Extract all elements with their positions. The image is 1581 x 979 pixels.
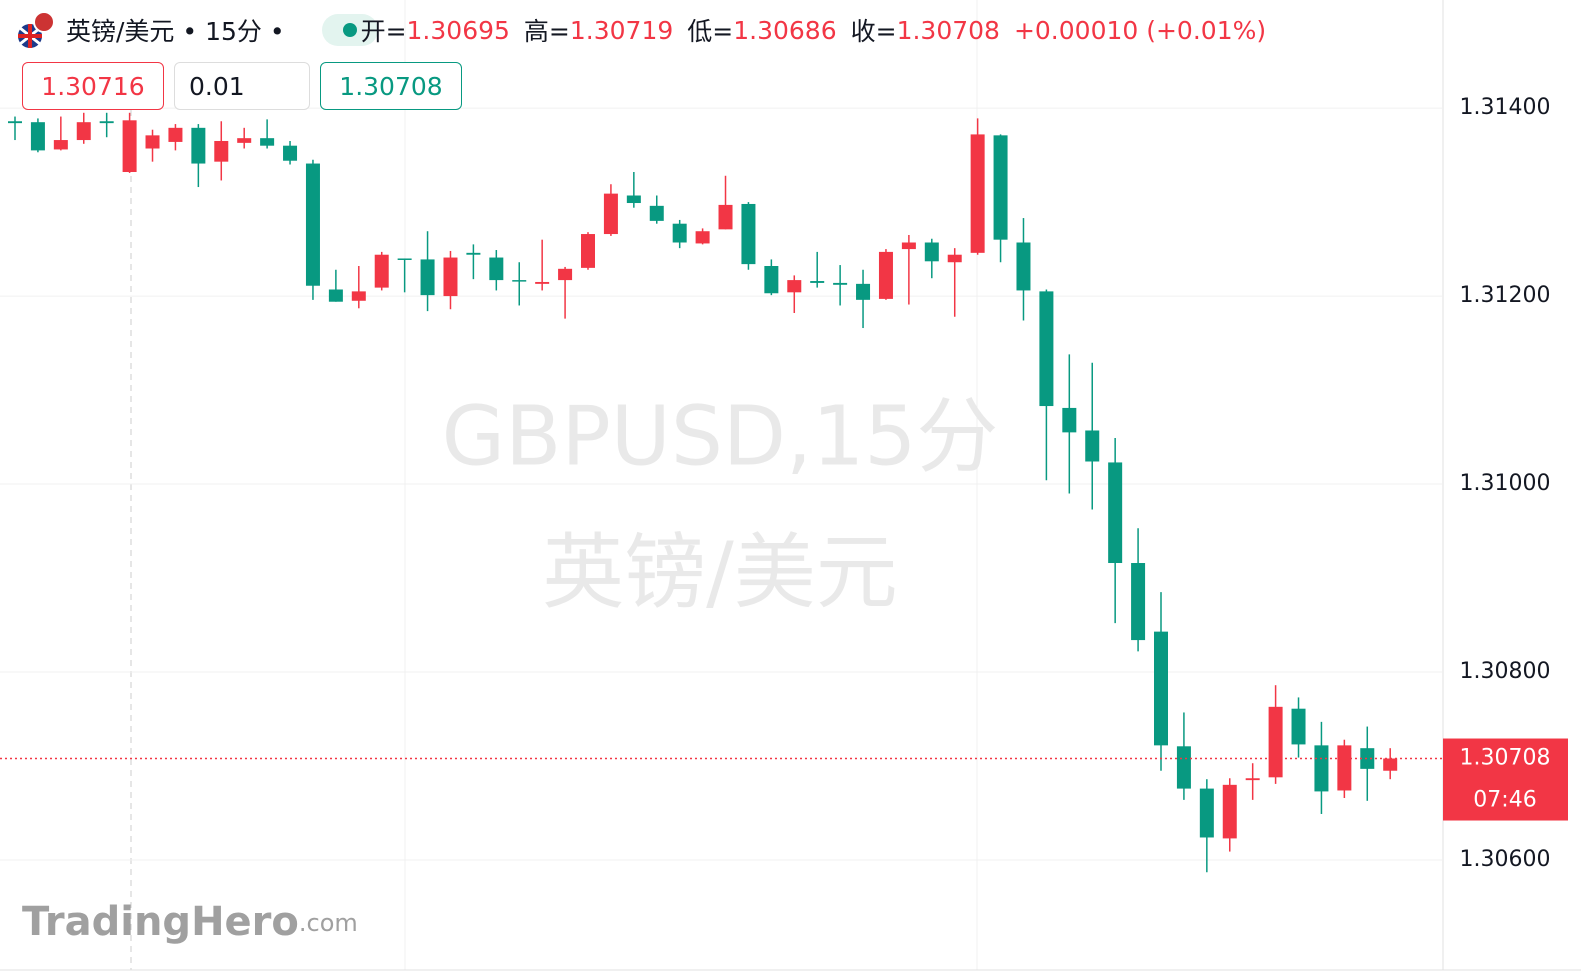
low-value: 1.30686 [733,15,837,45]
candle-body [305,163,320,286]
candle-body [214,140,229,162]
candle-body [168,127,183,142]
candle-body [901,242,916,250]
change: +0.00010 (+0.01%) [1013,15,1267,45]
candle-body [1222,784,1237,839]
candle-body [741,203,756,265]
close-value: 1.30708 [896,15,1000,45]
candle-body [764,265,779,294]
watermark: GBPUSD,15分 [442,389,999,484]
y-tick-label: 1.31200 [1460,283,1551,308]
candle-body [53,140,68,150]
logo-brand: TradingHero [22,899,299,945]
candle-body [1199,788,1214,838]
candle-body [947,254,962,263]
candle-body [1176,746,1191,789]
candle-body [145,135,160,149]
candle-body [328,289,343,302]
candle-body [374,254,389,288]
candle-body [260,138,275,146]
candle-body [76,122,91,141]
candle-body [1360,748,1375,769]
candle-body [1039,291,1054,407]
open-value: 1.30695 [406,15,510,45]
y-tick-label: 1.31400 [1460,95,1551,120]
logo-domain: .com [299,909,358,937]
candle-body [924,242,939,262]
candle-body [1016,242,1031,291]
candle-body [878,251,893,299]
candle-body [351,291,366,301]
candle-body [695,231,710,244]
quantity-input[interactable]: 0.01 [174,62,310,110]
candle-body [237,138,252,143]
candle-body [856,283,871,300]
candle-body [443,257,458,297]
candle-body [1314,745,1329,792]
candle-body [833,282,848,285]
candle-body [1131,563,1146,641]
candle-body [581,234,595,268]
candle-body [993,135,1008,240]
candle-body [420,259,435,296]
open-label: 开= [360,17,407,46]
candle-body [1268,706,1283,778]
candle-body [672,223,687,243]
candle-body [535,281,550,284]
candle-body [489,257,504,281]
symbol: 英镑/美元 • 15分 • [66,17,285,46]
candle-body [558,268,573,281]
candle-body [718,204,733,230]
candle-body [466,252,481,255]
candle-body [30,122,45,151]
candle-body [787,280,802,293]
candle-body [649,205,664,221]
candle-body [8,121,22,124]
candle-body [1062,407,1077,433]
candle-body [810,281,825,283]
buy-button[interactable]: 1.30708 [320,62,462,110]
low-label: 低= [687,17,734,46]
y-tick-label: 1.31000 [1460,471,1551,496]
candle-body [1291,708,1306,745]
price-tag-label: 1.30708 [1460,746,1551,771]
candle-body [397,258,412,260]
candle-body [512,280,527,282]
close-label: 收= [850,17,897,46]
header: 英镑/美元 • 15分 • 开= 1.30695 高= 1.30719 低= 1.30… [66,12,1266,48]
candle-body [283,145,298,161]
countdown: 07:46 [1473,788,1536,813]
high-label: 高= [523,17,570,46]
candle-body [122,120,137,173]
flag-cross [18,24,42,48]
high-value: 1.30719 [569,15,674,45]
watermark: 英镑/美元 [542,525,898,620]
candle-body [626,195,641,204]
flag-us [33,11,55,33]
candle-body [1108,462,1123,564]
y-tick-label: 1.30800 [1460,659,1551,684]
candle-body [603,193,618,235]
y-tick-label: 1.30600 [1460,847,1551,872]
sell-button[interactable]: 1.30716 [22,62,164,110]
candle-body [1154,631,1168,746]
candle-body [1245,778,1260,781]
candle-body [1383,758,1398,771]
logo: TradingHero.com [22,899,358,945]
price-tag [1443,738,1568,821]
candle-body [1085,430,1100,462]
candle-body [191,127,206,164]
candle-body [99,121,114,124]
status-dot [343,23,357,37]
candle-body [970,134,985,253]
candle-body [1337,745,1352,791]
